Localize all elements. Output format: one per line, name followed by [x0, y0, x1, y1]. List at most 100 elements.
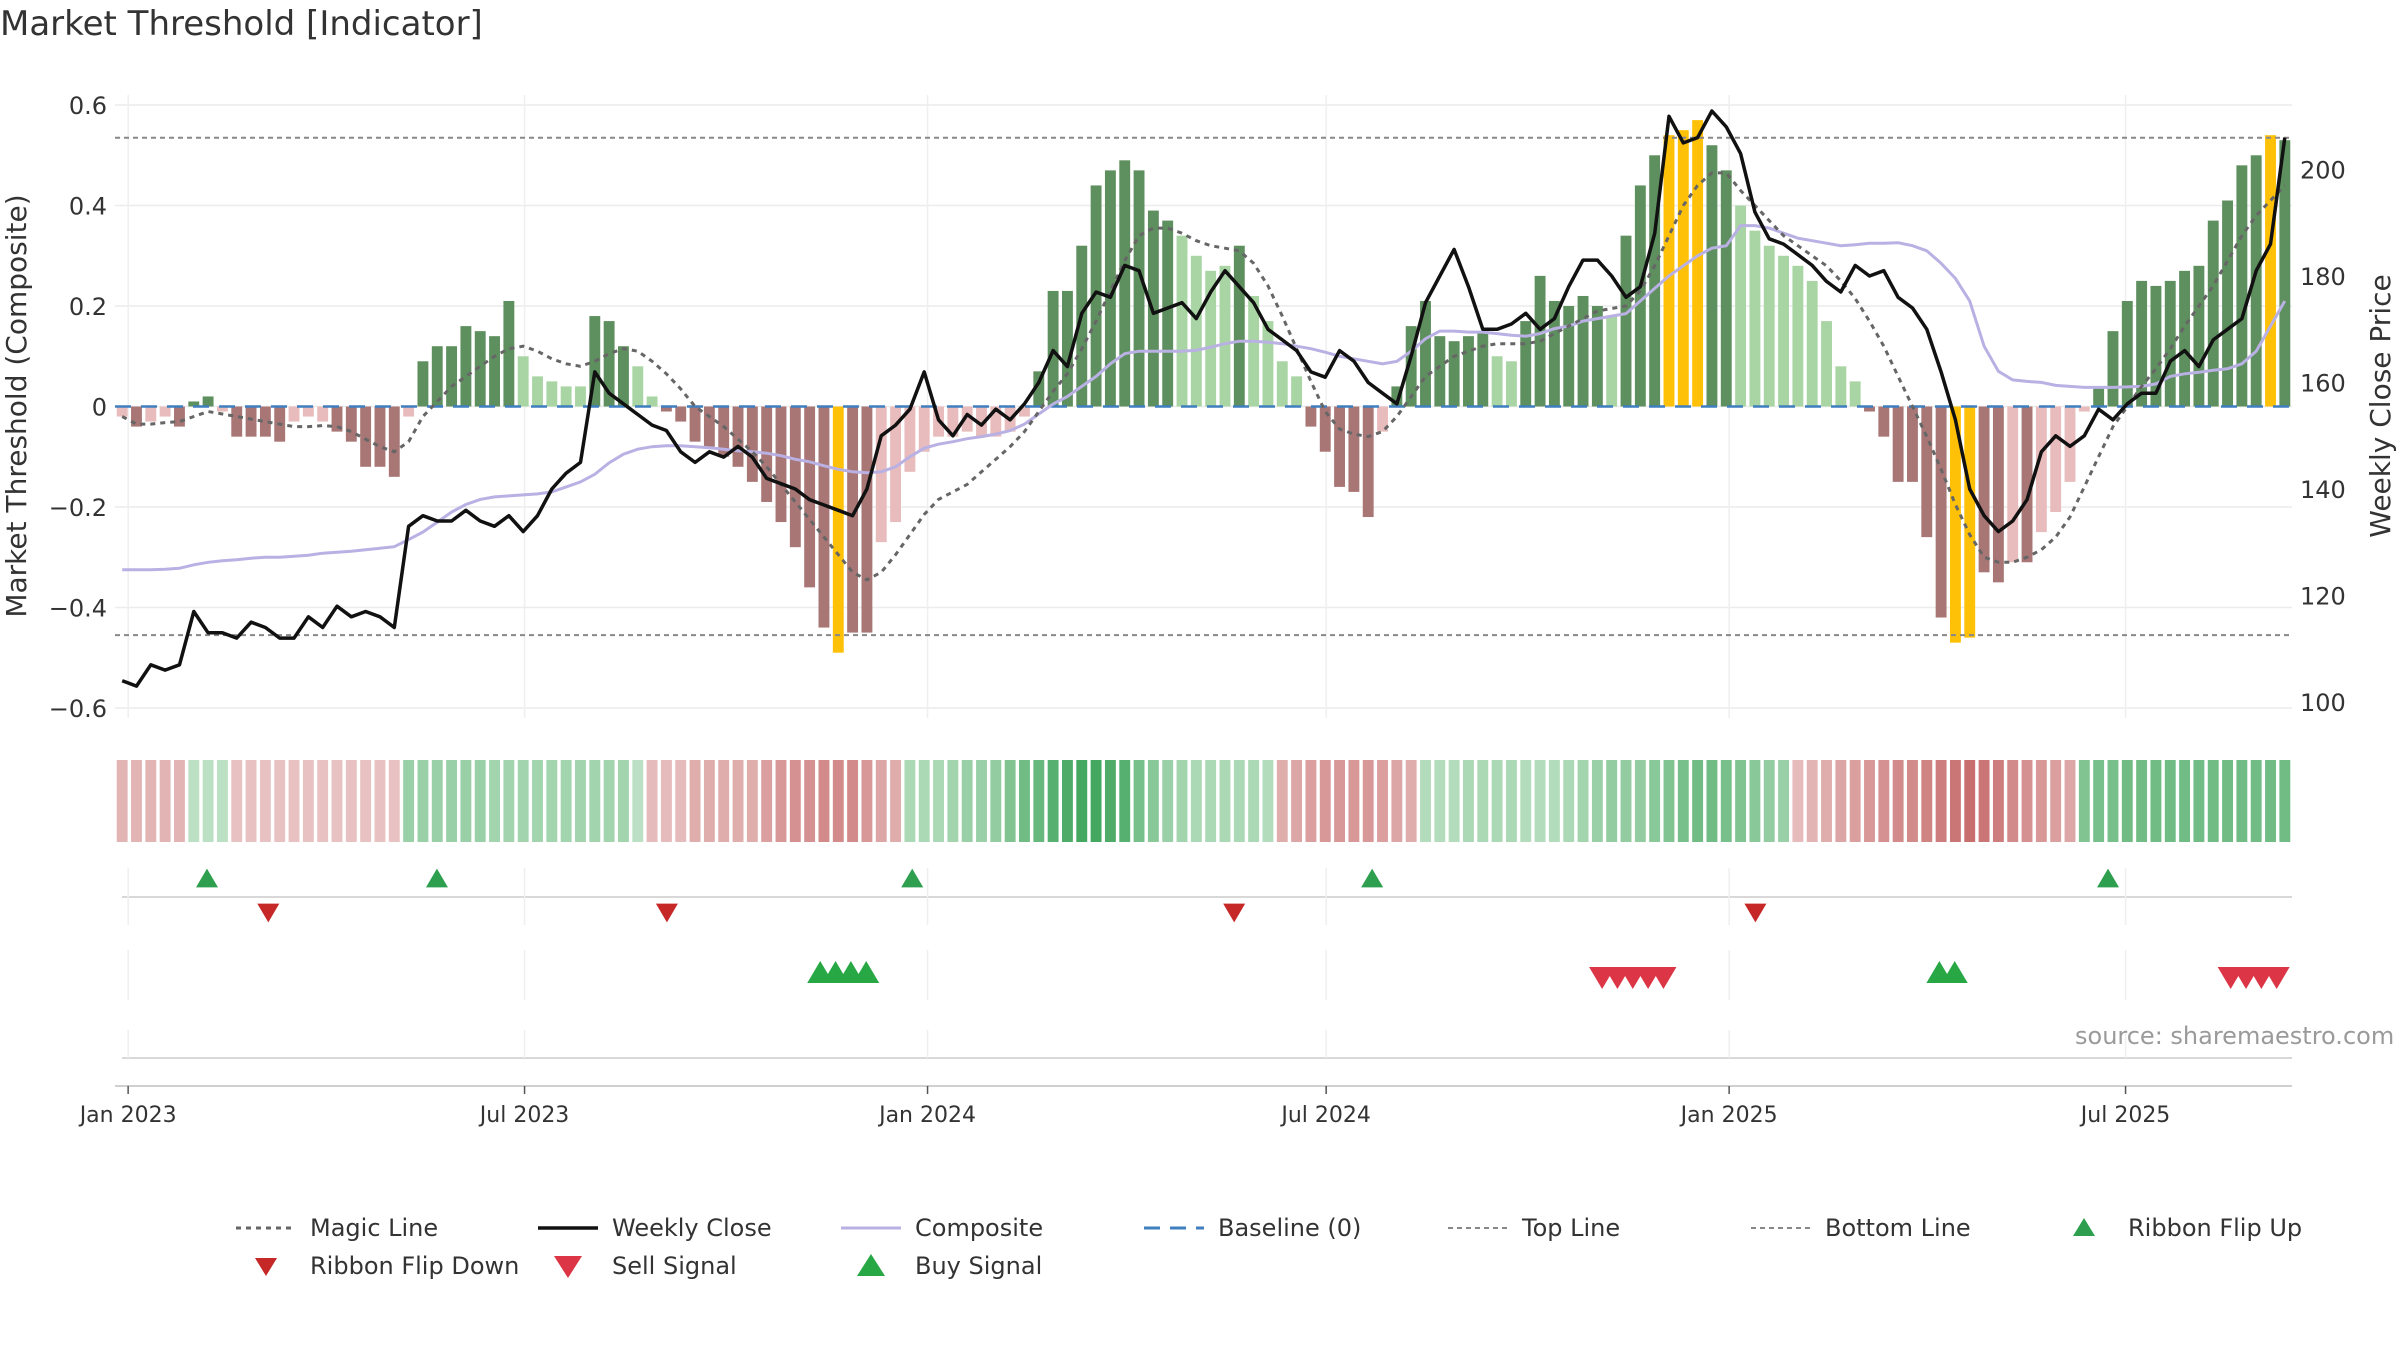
ribbon-cell: [1377, 760, 1388, 842]
y-tick-label: 0.4: [69, 193, 107, 221]
composite-bar: [1176, 235, 1188, 407]
ribbon-cell: [1606, 760, 1618, 842]
ribbon-cell: [259, 760, 271, 842]
composite-bar: [1276, 361, 1288, 407]
composite-bar: [131, 406, 142, 427]
ribbon-cell: [2136, 760, 2148, 842]
composite-bars: [116, 120, 2291, 653]
ribbon-flip-down-marker: [1744, 903, 1767, 923]
ribbon-cell: [2078, 760, 2090, 842]
legend-item-flipdown: Ribbon Flip Down: [230, 1248, 519, 1284]
ribbon-cell: [847, 760, 859, 842]
legend-symbol-magic: [236, 1226, 296, 1230]
ribbon-cell: [804, 760, 816, 842]
composite-bar: [532, 376, 543, 407]
composite-bar: [1348, 406, 1360, 492]
composite-bar: [2265, 135, 2276, 407]
ribbon-cell: [1305, 760, 1317, 842]
y2-tick-label: 120: [2300, 583, 2346, 611]
ribbon-cell: [660, 760, 672, 842]
composite-bar: [360, 406, 372, 467]
composite-bar: [2236, 165, 2248, 407]
ribbon-cell: [1119, 760, 1131, 842]
chart-title: Market Threshold [Indicator]: [0, 4, 483, 44]
ribbon-cell: [2164, 760, 2176, 842]
composite-bar: [345, 406, 357, 442]
ribbon-cell: [431, 760, 443, 842]
composite-bar: [1821, 321, 1832, 407]
legend-label: Magic Line: [310, 1214, 439, 1242]
composite-bar: [832, 406, 844, 653]
ribbon-cell: [1019, 760, 1030, 842]
composite-bar: [2207, 220, 2219, 407]
composite-bar: [431, 346, 443, 407]
ribbon-cell: [1448, 760, 1460, 842]
y-axis-label-left: Market Threshold (Composite): [0, 194, 33, 617]
ribbon-cell: [1964, 760, 1976, 842]
ribbon-cell: [2064, 760, 2076, 842]
legend-item-buy: Buy Signal: [835, 1248, 1042, 1284]
composite-bar: [1076, 245, 1088, 407]
ribbon-cell: [188, 760, 200, 842]
ribbon-cell: [947, 760, 959, 842]
reference-lines: [115, 136, 2292, 637]
composite-bar: [1505, 361, 1517, 407]
legend-label: Ribbon Flip Down: [310, 1252, 520, 1280]
ribbon-cell: [388, 760, 400, 842]
ribbon-cell: [718, 760, 730, 842]
composite-bar: [2121, 300, 2133, 407]
ribbon-cell: [2107, 760, 2119, 842]
composite-bar: [1677, 130, 1689, 407]
trend-ribbon: [116, 760, 2291, 842]
ribbon-cell: [202, 760, 214, 842]
ribbon-cell: [1348, 760, 1360, 842]
ribbon-flip-down-marker: [1223, 903, 1246, 923]
composite-bar: [2136, 280, 2148, 407]
composite-bar: [2222, 200, 2233, 407]
ribbon-cell: [689, 760, 701, 842]
legend-item-composite: Composite: [835, 1210, 1043, 1246]
ribbon-cell: [1921, 760, 1933, 842]
composite-bar: [503, 300, 515, 407]
ribbon-cell: [1563, 760, 1575, 842]
composite-bar: [1620, 235, 1632, 407]
ribbon-cell: [1864, 760, 1875, 842]
composite-bar: [302, 406, 314, 417]
ribbon-flip-down-marker: [257, 903, 280, 923]
composite-bar: [460, 326, 472, 407]
composite-bar: [2107, 331, 2119, 407]
composite-bar: [861, 406, 873, 633]
legend-label: Top Line: [1522, 1214, 1621, 1242]
composite-bar: [560, 386, 572, 407]
ribbon-cell: [646, 760, 658, 842]
legend-item-bottom: Bottom Line: [1745, 1210, 1971, 1246]
legend-symbol-bottom: [1751, 1227, 1811, 1229]
y2-tick-label: 160: [2300, 370, 2346, 398]
ribbon-cell: [1362, 760, 1374, 842]
ribbon-cell: [331, 760, 343, 842]
composite-bar: [1935, 406, 1947, 618]
ribbon-cell: [775, 760, 787, 842]
composite-bar: [718, 406, 730, 457]
composite-bar: [1319, 406, 1331, 452]
ribbon-flip-up-marker: [195, 868, 218, 888]
ribbon-cell: [703, 760, 715, 842]
ribbon-cell: [861, 760, 873, 842]
x-tick-label: Jan 2023: [78, 1103, 177, 1128]
composite-bar: [1047, 290, 1059, 407]
ribbon-cell: [875, 760, 887, 842]
ribbon-cell: [2121, 760, 2133, 842]
ribbon-cell: [1548, 760, 1560, 842]
ribbon-cell: [174, 760, 185, 842]
composite-line: [122, 224, 2287, 572]
ribbon-cell: [818, 760, 830, 842]
composite-bar: [1763, 245, 1775, 407]
ribbon-cell: [2093, 760, 2105, 842]
composite-bar: [1448, 341, 1460, 407]
ribbon-cell: [1262, 760, 1274, 842]
composite-bar: [1563, 306, 1575, 407]
ribbon-cell: [2179, 760, 2191, 842]
ribbon-cell: [2207, 760, 2219, 842]
ribbon-cell: [1434, 760, 1446, 842]
composite-bar: [875, 406, 887, 543]
